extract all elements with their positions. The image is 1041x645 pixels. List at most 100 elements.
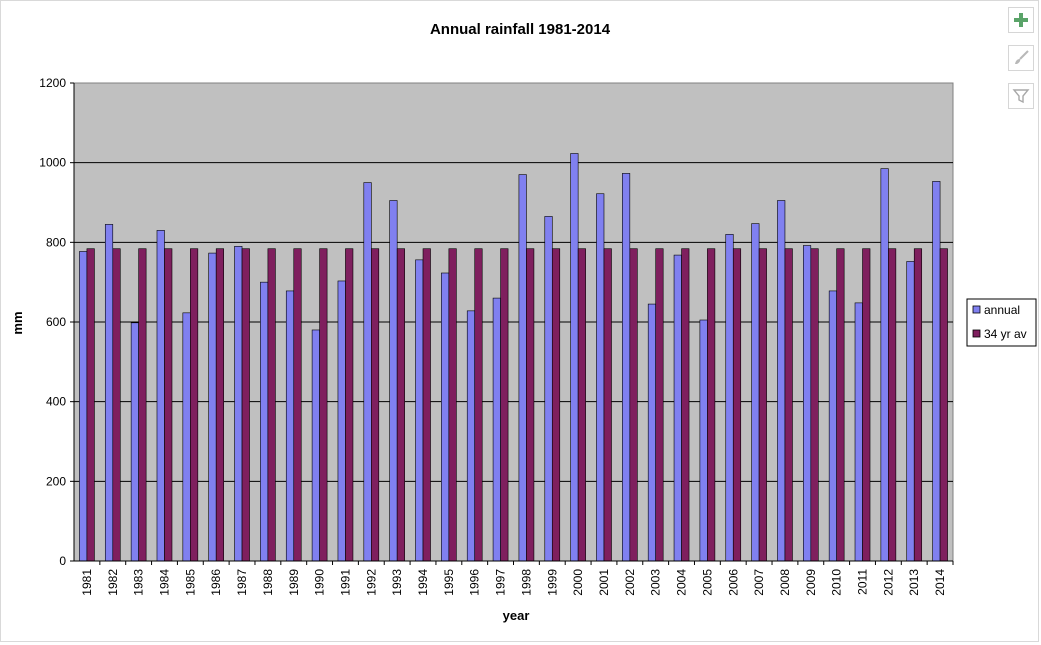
x-tick-label: 1999 (545, 569, 559, 596)
brush-icon (1015, 50, 1029, 64)
bar-annual-1986 (208, 252, 217, 562)
bar-annual-2002 (622, 173, 631, 562)
bar-34-yr-av-2010 (836, 248, 845, 562)
bar-annual-1997 (492, 297, 501, 562)
bar-34-yr-av-1995 (448, 248, 457, 562)
bar-annual-1991 (337, 280, 346, 562)
x-tick-label: 1982 (106, 569, 120, 596)
bar-annual-2003 (647, 303, 656, 562)
bar-34-yr-av-1994 (422, 248, 431, 562)
bar-34-yr-av-1985 (190, 248, 199, 562)
x-tick-label: 1991 (338, 569, 352, 596)
bar-34-yr-av-2013 (913, 248, 923, 562)
bar-annual-2011 (854, 302, 863, 562)
bar-34-yr-av-1984 (164, 248, 173, 562)
x-tick-label: 2014 (933, 569, 947, 596)
x-tick-label: 1997 (494, 569, 508, 596)
bar-34-yr-av-1999 (551, 248, 561, 562)
add-chart-element-button[interactable] (1008, 7, 1034, 33)
bar-34-yr-av-2002 (629, 248, 638, 562)
x-tick-label: 1998 (519, 569, 533, 596)
bar-annual-1995 (441, 272, 450, 562)
bar-annual-2010 (828, 290, 837, 562)
x-tick-label: 1992 (364, 569, 378, 596)
x-tick-label: 1985 (183, 569, 197, 596)
x-tick-label: 1986 (209, 569, 223, 596)
bar-annual-2012 (880, 168, 889, 562)
x-tick-label: 2003 (649, 569, 663, 596)
bar-34-yr-av-1990 (319, 248, 328, 562)
bar-34-yr-av-2014 (939, 248, 948, 562)
x-tick-label: 2002 (623, 569, 637, 596)
bar-annual-1993 (389, 200, 398, 562)
x-tick-label: 2011 (856, 569, 870, 595)
chart-filters-button[interactable] (1008, 83, 1034, 109)
bar-34-yr-av-1983 (138, 248, 147, 562)
bar-34-yr-av-1998 (526, 248, 535, 562)
x-tick-label: 2013 (907, 569, 921, 596)
bar-annual-1981 (79, 251, 88, 562)
chart-title: Annual rainfall 1981-2014 (430, 21, 611, 38)
bar-annual-2008 (777, 200, 786, 562)
bar-annual-2000 (570, 153, 579, 562)
bar-annual-2014 (932, 181, 941, 562)
bar-annual-1994 (415, 259, 424, 562)
bar-annual-1983 (130, 322, 139, 562)
x-tick-label: 2000 (571, 569, 585, 596)
y-axis-title: mm (10, 311, 25, 334)
legend-label-annual: annual (984, 303, 1020, 317)
bar-annual-2007 (751, 223, 760, 562)
x-axis-title: year (503, 608, 530, 623)
bar-34-yr-av-2008 (784, 248, 793, 562)
bar-34-yr-av-2004 (681, 248, 690, 562)
bar-34-yr-av-2005 (707, 248, 716, 562)
bar-34-yr-av-2003 (655, 248, 664, 562)
y-tick-label: 0 (59, 554, 66, 568)
bar-annual-1992 (363, 182, 372, 562)
bar-annual-2005 (699, 319, 708, 562)
bar-34-yr-av-1986 (215, 248, 224, 562)
y-tick-label: 200 (46, 474, 66, 488)
x-tick-label: 2007 (752, 569, 766, 596)
plus-icon (1014, 13, 1028, 27)
bar-34-yr-av-2009 (810, 248, 819, 562)
bar-34-yr-av-1981 (86, 248, 95, 562)
bar-annual-2004 (673, 254, 682, 562)
bar-annual-2001 (596, 193, 605, 562)
bar-annual-2009 (803, 245, 812, 562)
x-tick-label: 1987 (235, 569, 249, 596)
bar-annual-1987 (234, 246, 243, 562)
y-tick-label: 400 (46, 395, 66, 409)
legend-swatch-annual (972, 305, 981, 314)
bar-34-yr-av-2007 (758, 248, 767, 562)
x-tick-label: 2010 (830, 569, 844, 596)
bar-34-yr-av-2011 (862, 248, 871, 562)
x-tick-label: 1983 (132, 569, 146, 596)
bar-34-yr-av-2001 (603, 248, 612, 562)
x-tick-label: 1988 (261, 569, 275, 596)
x-tick-label: 1996 (468, 569, 482, 596)
legend-swatch-34-yr-av (972, 329, 981, 338)
bar-annual-2006 (725, 234, 734, 562)
bar-34-yr-av-1991 (345, 248, 354, 562)
bar-annual-1999 (544, 216, 553, 562)
x-tick-label: 1993 (390, 569, 404, 596)
y-tick-label: 1000 (39, 156, 66, 170)
x-tick-label: 1994 (416, 569, 430, 596)
bar-34-yr-av-1992 (371, 248, 380, 562)
bar-34-yr-av-1987 (241, 248, 250, 562)
x-tick-label: 2004 (675, 569, 689, 596)
chart-styles-button[interactable] (1008, 45, 1034, 71)
legend: annual 34 yr av (966, 298, 1037, 347)
bar-34-yr-av-1988 (267, 248, 276, 562)
bar-34-yr-av-1996 (474, 248, 483, 562)
x-tick-label: 1989 (287, 569, 301, 596)
filter-icon (1012, 89, 1030, 104)
y-tick-label: 800 (46, 235, 66, 249)
bar-annual-2013 (906, 261, 915, 562)
axes: 0 200 400 600 800 1000 1200 1981 1982 1983 1984 198… (39, 76, 954, 596)
x-tick-label: 1990 (313, 569, 327, 596)
legend-label-34-yr-av: 34 yr av (984, 327, 1027, 341)
